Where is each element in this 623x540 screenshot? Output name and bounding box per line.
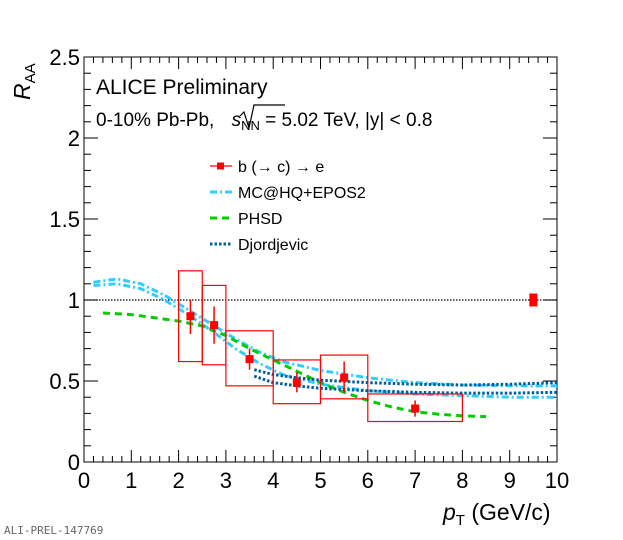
- x-tick-label: 9: [504, 468, 516, 493]
- chart-title: ALICE Preliminary: [96, 76, 268, 99]
- data-point: [245, 355, 254, 364]
- y-tick-label: 2.5: [49, 45, 80, 70]
- x-tick-label: 2: [172, 468, 184, 493]
- sys-error-box: [319, 354, 369, 400]
- x-tick-label: 1: [125, 468, 137, 493]
- chart-subtitle: 0-10% Pb-Pb, sNN = 5.02 TeV, |y| < 0.8: [96, 110, 432, 133]
- x-tick-label: 7: [409, 468, 421, 493]
- x-tick-label: 3: [220, 468, 232, 493]
- model-curve-phsd: [102, 311, 487, 419]
- data-point: [210, 321, 219, 330]
- sys-error-box: [225, 330, 274, 387]
- sqrt-sign: [239, 104, 285, 131]
- legend-label: Djordjevic: [238, 237, 308, 254]
- model-curve-mc-hq-epos2: [93, 277, 557, 388]
- x-tick-label: 10: [545, 468, 569, 493]
- subtitle-suffix: = 5.02 TeV, |y| < 0.8: [260, 110, 433, 131]
- y-axis-label: RAA: [9, 63, 39, 100]
- y-tick-label: 1: [68, 288, 80, 313]
- x-tick-label: 6: [362, 468, 374, 493]
- normalization-box: [529, 293, 538, 307]
- subtitle-prefix: 0-10% Pb-Pb,: [96, 110, 220, 131]
- y-tick-label: 2: [68, 126, 80, 151]
- data-point: [292, 378, 301, 387]
- legend-label: PHSD: [238, 211, 282, 228]
- y-tick-label: 0: [68, 450, 80, 475]
- footer-id: ALI-PREL-147769: [4, 524, 103, 537]
- legend-marker: [217, 162, 224, 170]
- data-point: [340, 373, 349, 382]
- model-curve-mc-hq-epos2: [93, 282, 557, 399]
- data-point: [186, 312, 195, 321]
- data-point: [411, 404, 420, 413]
- legend-label: b (→ c) → e: [238, 159, 324, 176]
- legend-label: MC@HQ+EPOS2: [238, 185, 366, 202]
- subtitle-sqrt-s: s: [232, 110, 242, 131]
- sys-error-box: [201, 284, 227, 366]
- model-curve-djordjevic: [253, 374, 558, 395]
- y-tick-label: 1.5: [49, 207, 80, 232]
- legend: b (→ c) → e MC@HQ+EPOS2 PHSD Djordjevic: [210, 159, 366, 254]
- x-tick-label: 0: [78, 468, 90, 493]
- x-tick-label: 4: [267, 468, 279, 493]
- y-tick-label: 0.5: [49, 369, 80, 394]
- x-tick-label: 8: [456, 468, 468, 493]
- x-axis-label: pT (GeV/c): [442, 499, 551, 529]
- plot-layer: 0 1 2 3 4 5 6 7 8 9 10 0 0.5 1 1.5 2 2.5: [49, 45, 569, 493]
- x-tick-label: 5: [314, 468, 326, 493]
- sys-error-box: [367, 393, 463, 423]
- subtitle-nn: NN: [241, 118, 260, 133]
